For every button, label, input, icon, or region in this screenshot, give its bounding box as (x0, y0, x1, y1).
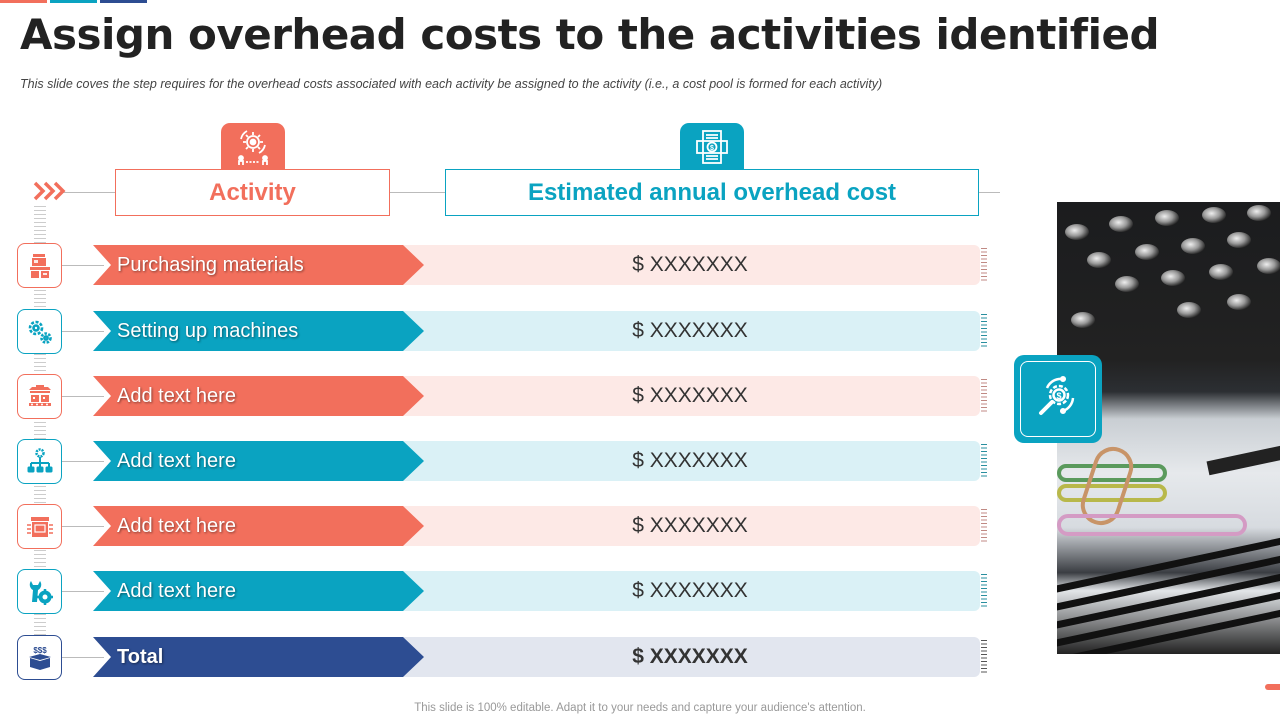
warehouse-icon (17, 374, 62, 419)
archive-box-icon (17, 504, 62, 549)
corner-accent (1265, 684, 1280, 690)
table-row-total: $$$ $ XXXXXXX Total (0, 635, 1000, 680)
activity-label: Add text here (93, 376, 424, 416)
total-label: Total (93, 637, 424, 677)
magnifier-dollar-gear-icon: $ (1014, 355, 1102, 443)
svg-text:$: $ (1056, 391, 1061, 401)
table-row: $ XXXXXXX Add text here (0, 569, 1000, 614)
row-connector-line (62, 331, 104, 332)
table-row: $ XXXXXXX Add text here (0, 439, 1000, 484)
cost-value: $ XXXXXXX (400, 245, 980, 285)
cost-value: $ XXXXXXX (400, 441, 980, 481)
activity-gear-people-icon (221, 123, 285, 171)
slide-subtitle: This slide coves the step requires for t… (20, 77, 883, 91)
row-connector-line (62, 526, 104, 527)
row-connector-line (62, 265, 104, 266)
activity-label: Add text here (93, 441, 424, 481)
wrench-gear-icon (17, 569, 62, 614)
accent-bar-teal (50, 0, 97, 3)
svg-text:$: $ (710, 145, 714, 152)
cost-value: $ XXXXXXX (400, 571, 980, 611)
table-row: $ XXXXXXX Add text here (0, 374, 1000, 419)
header-connector-line (979, 192, 1000, 193)
tick-marks (981, 509, 987, 544)
tick-marks (981, 574, 987, 609)
hierarchy-icon (17, 439, 62, 484)
row-connector-line (62, 461, 104, 462)
triple-chevron-icon (33, 180, 69, 207)
cost-value: $ XXXXXXX (400, 376, 980, 416)
activity-label: Setting up machines (93, 311, 424, 351)
money-bill-icon: $ (680, 123, 744, 171)
accent-bar-navy (100, 0, 147, 3)
row-connector-line (62, 657, 104, 658)
tick-marks (981, 314, 987, 349)
gears-icon (17, 309, 62, 354)
footer-note: This slide is 100% editable. Adapt it to… (414, 702, 866, 714)
tick-marks (981, 444, 987, 479)
table-row: $ XXXXXXX Add text here (0, 504, 1000, 549)
cost-value: $ XXXXXXX (400, 311, 980, 351)
activity-label: Add text here (93, 571, 424, 611)
table-row: $ XXXXXXX Purchasing materials (0, 243, 1000, 288)
money-box-icon: $$$ (17, 635, 62, 680)
table-row: $ XXXXXXX Setting up machines (0, 309, 1000, 354)
row-connector-line (62, 591, 104, 592)
tick-marks (981, 640, 987, 675)
activity-column-header: Activity (115, 169, 390, 216)
activity-label: Purchasing materials (93, 245, 424, 285)
header-connector-line (62, 192, 115, 193)
tick-marks (981, 379, 987, 414)
slide-title: Assign overhead costs to the activities … (20, 10, 1160, 59)
tick-marks (981, 248, 987, 283)
accent-bar-coral (0, 0, 47, 3)
cost-column-header: Estimated annual overhead cost (445, 169, 979, 216)
purchasing-boxes-icon (17, 243, 62, 288)
row-connector-line (62, 396, 104, 397)
header-connector-line (390, 192, 445, 193)
svg-text:$$$: $$$ (33, 646, 47, 655)
total-cost-value: $ XXXXXXX (400, 637, 980, 677)
cost-value: $ XXXXXXX (400, 506, 980, 546)
activity-label: Add text here (93, 506, 424, 546)
